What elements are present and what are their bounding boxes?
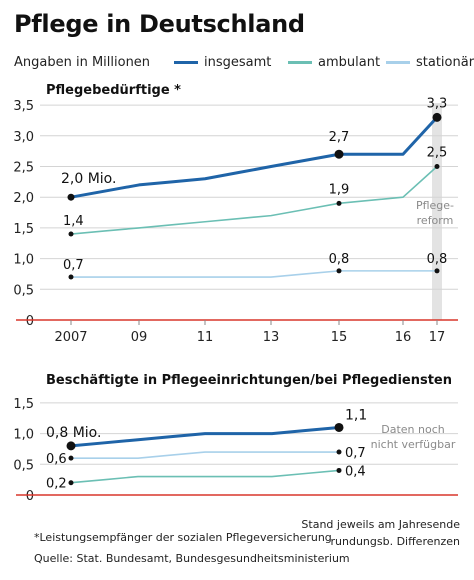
x-tick-label: 16 (395, 330, 412, 345)
x-tick-label: 2007 (54, 330, 87, 345)
chart2-title: Beschäftigte in Pflegeeinrichtungen/bei … (46, 373, 452, 388)
legend-label-insgesamt: insgesamt (204, 55, 272, 70)
series-line-insgesamt (70, 116, 439, 199)
footnote-note: *Leistungsempfänger der sozialen Pflegev… (34, 531, 332, 544)
series-line-stationaer (71, 451, 339, 459)
data-label: 0,8 Mio. (46, 425, 101, 441)
y-tick-label: 1,5 (13, 397, 34, 412)
data-label: 0,8 (427, 252, 448, 267)
x-tick-label: 09 (131, 330, 148, 345)
annotation-text: Daten noch (381, 423, 445, 436)
data-label: 3,3 (427, 96, 448, 111)
y-tick-label: 1,0 (13, 253, 34, 268)
x-tick-label: 17 (429, 330, 446, 345)
data-point (334, 149, 344, 159)
legend-item-stationaer: stationär (386, 55, 474, 70)
data-label: 0,2 (46, 477, 67, 492)
data-label: 1,4 (63, 214, 84, 229)
legend-item-ambulant: ambulant (288, 55, 380, 70)
data-label: 2,5 (427, 146, 448, 161)
y-tick-label: 0,5 (13, 458, 34, 473)
data-point (68, 274, 74, 280)
data-point (68, 455, 74, 461)
data-label: 0,4 (345, 464, 366, 479)
series-line-ambulant (70, 165, 438, 235)
y-tick-label: 3,0 (13, 130, 34, 145)
x-tick-label: 11 (197, 330, 214, 345)
chart1-title: Pflegebedürftige * (46, 83, 181, 98)
footnote-stand: Stand jeweils am Jahresende (301, 518, 460, 531)
data-label: 1,1 (345, 407, 367, 423)
y-tick-label: 0 (26, 489, 34, 504)
footnote-rounding: rundungsb. Differenzen (330, 535, 461, 548)
y-tick-label: 0 (26, 314, 34, 329)
data-point (336, 449, 342, 455)
data-label: 0,7 (345, 446, 366, 461)
y-tick-label: 1,0 (13, 428, 34, 443)
data-point (434, 268, 440, 274)
legend-label-stationaer: stationär (416, 55, 474, 70)
legend-swatch-ambulant (288, 61, 312, 64)
data-label: 0,8 (329, 252, 350, 267)
data-point (432, 112, 442, 122)
page-title: Pflege in Deutschland (14, 10, 305, 38)
reform-band (432, 103, 442, 320)
y-tick-label: 1,5 (13, 222, 34, 237)
series-line-stationaer (71, 270, 437, 278)
data-point (334, 422, 344, 432)
data-point (68, 480, 74, 486)
series-line-ambulant (70, 469, 340, 484)
data-label: 0,6 (46, 452, 67, 467)
x-tick-label: 15 (331, 330, 348, 345)
data-point (434, 164, 440, 169)
annotation-text: Pflege- (416, 199, 454, 212)
unit-subtitle: Angaben in Millionen (14, 55, 151, 70)
data-point (66, 441, 76, 451)
y-tick-label: 2,5 (13, 161, 34, 176)
x-tick-label: 13 (263, 330, 280, 345)
series-line-insgesamt (70, 425, 340, 448)
annotation-text: nicht verfügbar (371, 438, 456, 451)
footnote-source: Quelle: Stat. Bundesamt, Bundesgesundhei… (34, 552, 350, 565)
data-label: 2,0 Mio. (61, 171, 116, 187)
chart-pflegebeduerftige: 0 0,5 1,0 1,5 2,0 2,5 3,0 3,5 2007 09 11 13 15 16 17 2,… (13, 96, 458, 345)
data-point (68, 231, 74, 237)
y-tick-label: 2,0 (13, 191, 34, 206)
data-point (336, 200, 342, 206)
data-label: 1,9 (329, 182, 350, 197)
legend-item-insgesamt: insgesamt (174, 55, 271, 70)
chart-beschaeftigte: 0 0,5 1,0 1,5 0,8 Mio. 0,6 0,2 1,1 0,7 0,4 Daten n… (13, 397, 458, 504)
data-label: 0,7 (63, 258, 84, 273)
data-point (336, 268, 342, 274)
legend-label-ambulant: ambulant (318, 55, 381, 70)
data-point (67, 193, 75, 201)
annotation-text: reform (417, 214, 454, 227)
data-label: 2,7 (329, 130, 350, 145)
y-tick-label: 3,5 (13, 99, 34, 114)
y-tick-label: 0,5 (13, 283, 34, 298)
legend-swatch-stationaer (386, 61, 410, 64)
data-point (336, 467, 342, 473)
legend-swatch-insgesamt (174, 61, 198, 64)
